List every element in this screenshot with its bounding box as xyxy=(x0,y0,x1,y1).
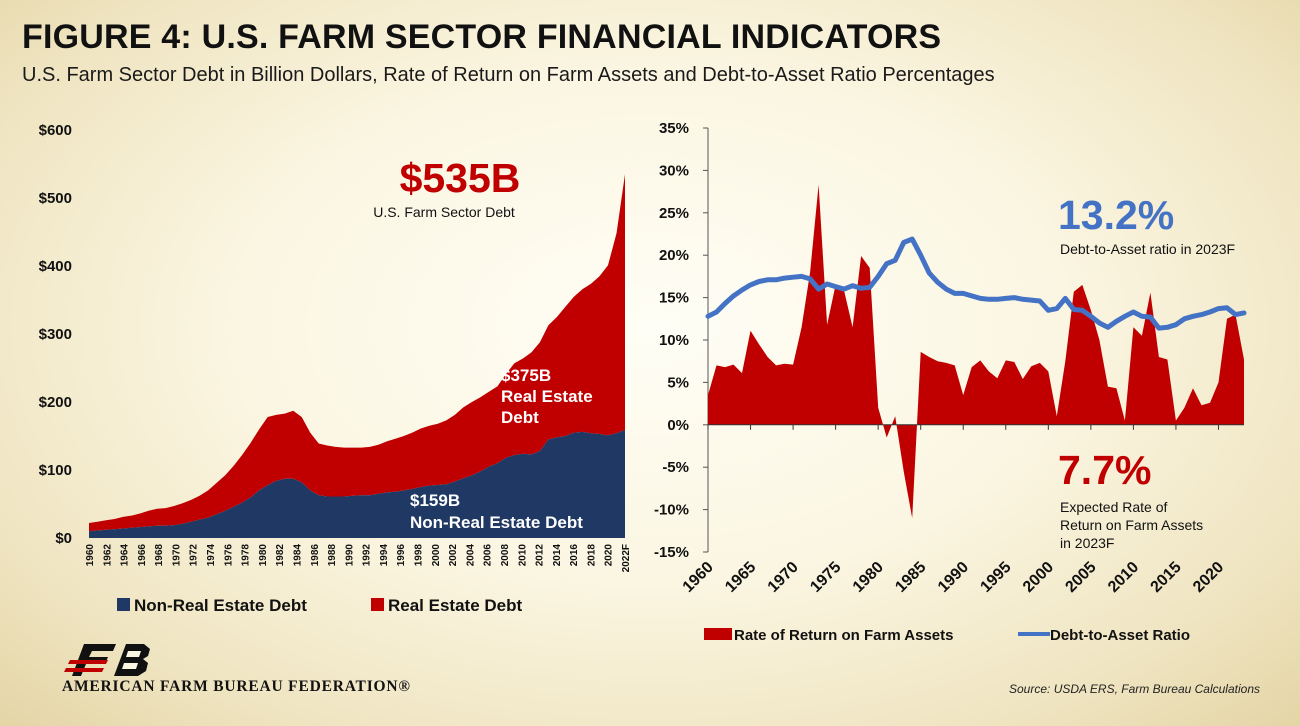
y-tick-label: 15% xyxy=(659,290,689,307)
return-rate-label-2: Return on Farm Assets xyxy=(1060,517,1203,533)
x-tick-label: 1978 xyxy=(241,544,252,567)
legend-label-rate-of-return: Rate of Return on Farm Assets xyxy=(734,627,954,644)
x-tick-label: 1964 xyxy=(120,544,131,567)
x-tick-label: 2010 xyxy=(1105,559,1142,596)
legend-label-non-real-estate: Non-Real Estate Debt xyxy=(134,596,307,615)
x-tick-label: 1968 xyxy=(154,544,165,567)
x-tick-label: 1960 xyxy=(85,544,96,567)
x-tick-label: 1995 xyxy=(977,559,1014,596)
x-tick-label: 2005 xyxy=(1062,559,1099,596)
y-tick-label: 10% xyxy=(659,332,689,349)
x-tick-label: 1994 xyxy=(379,544,390,567)
y-tick-label: 0% xyxy=(667,417,689,434)
real-estate-debt-label-1: Real Estate xyxy=(501,387,593,406)
total-debt-value: $535B xyxy=(400,155,521,201)
legend-label-debt-ratio: Debt-to-Asset Ratio xyxy=(1050,627,1190,644)
x-tick-label: 1985 xyxy=(892,559,929,596)
x-tick-label: 1984 xyxy=(292,544,303,567)
x-tick-label: 1975 xyxy=(807,559,844,596)
return-rate-label-3: in 2023F xyxy=(1060,535,1114,551)
x-tick-label: 2014 xyxy=(552,544,563,567)
x-tick-label: 2000 xyxy=(1020,559,1057,596)
non-real-estate-debt-area xyxy=(89,429,625,538)
x-tick-label: 2020 xyxy=(604,544,615,567)
x-tick-label: 2002 xyxy=(448,544,459,567)
y-tick-label: -15% xyxy=(654,544,689,561)
x-tick-label: 1980 xyxy=(850,559,887,596)
y-tick-label: 5% xyxy=(667,374,689,391)
return-rate-label-1: Expected Rate of xyxy=(1060,499,1168,515)
debt-ratio-value: 13.2% xyxy=(1058,192,1174,238)
y-tick-label: $500 xyxy=(39,190,72,207)
y-tick-label: 20% xyxy=(659,247,689,264)
x-tick-label: 1990 xyxy=(935,559,972,596)
x-tick-label: 1990 xyxy=(344,544,355,567)
x-tick-label: 2004 xyxy=(465,544,476,567)
debt-to-asset-line xyxy=(705,236,1247,331)
x-tick-label: 2020 xyxy=(1190,559,1227,596)
y-tick-label: 30% xyxy=(659,162,689,179)
x-tick-label: 2010 xyxy=(517,544,528,567)
x-tick-label: 1974 xyxy=(206,544,217,567)
y-tick-label: $400 xyxy=(39,258,72,275)
x-tick-label: 2016 xyxy=(569,544,580,567)
y-tick-label: -10% xyxy=(654,502,689,519)
x-tick-label: 1992 xyxy=(362,544,373,567)
farm-bureau-logo xyxy=(64,644,150,676)
x-tick-label: 2015 xyxy=(1148,559,1185,596)
x-tick-label: 1982 xyxy=(275,544,286,567)
y-tick-label: $600 xyxy=(39,122,72,139)
rate-of-return-area xyxy=(708,184,1244,519)
x-tick-label: 1976 xyxy=(223,544,234,567)
x-tick-label: 1988 xyxy=(327,544,338,567)
page-subtitle: U.S. Farm Sector Debt in Billion Dollars… xyxy=(22,64,995,86)
x-tick-label: 2008 xyxy=(500,544,511,567)
x-tick-label: 2018 xyxy=(586,544,597,567)
return-rate-value: 7.7% xyxy=(1058,447,1151,493)
y-tick-label: 35% xyxy=(659,120,689,137)
x-tick-label: 1972 xyxy=(189,544,200,567)
x-tick-label: 1965 xyxy=(722,559,759,596)
x-tick-label: 2022F xyxy=(621,544,632,572)
legend-swatch-rate-of-return xyxy=(704,628,732,640)
x-tick-label: 2000 xyxy=(431,544,442,567)
debt-ratio-label: Debt-to-Asset ratio in 2023F xyxy=(1060,241,1235,257)
y-tick-label: -5% xyxy=(662,459,689,476)
non-real-estate-debt-value: $159B xyxy=(410,491,460,510)
real-estate-debt-value: $375B xyxy=(501,366,551,385)
debt-area-chart: $600 $500 $400 $300 $200 $100 $0 1960 1962 1964 19… xyxy=(39,122,632,572)
x-tick-label: 1966 xyxy=(137,544,148,567)
x-tick-label: 1970 xyxy=(765,559,802,596)
real-estate-debt-label-2: Debt xyxy=(501,408,539,427)
y-tick-label: $0 xyxy=(55,530,72,547)
legend-swatch-real-estate xyxy=(371,598,384,611)
page-title: FIGURE 4: U.S. FARM SECTOR FINANCIAL IND… xyxy=(22,18,942,56)
total-debt-label: U.S. Farm Sector Debt xyxy=(373,204,515,220)
x-tick-label: 1980 xyxy=(258,544,269,567)
real-estate-debt-area xyxy=(89,174,625,532)
y-tick-label: $200 xyxy=(39,394,72,411)
x-tick-label: 1960 xyxy=(680,559,717,596)
x-tick-label: 1996 xyxy=(396,544,407,567)
x-tick-label: 2006 xyxy=(483,544,494,567)
x-tick-label: 1998 xyxy=(414,544,425,567)
legend-swatch-non-real-estate xyxy=(117,598,130,611)
x-tick-label: 1970 xyxy=(171,544,182,567)
y-tick-label: 25% xyxy=(659,205,689,222)
x-tick-label: 2012 xyxy=(535,544,546,567)
legend-label-real-estate: Real Estate Debt xyxy=(388,596,522,615)
organization-name: AMERICAN FARM BUREAU FEDERATION® xyxy=(62,678,411,695)
source-note: Source: USDA ERS, Farm Bureau Calculatio… xyxy=(1009,682,1260,696)
y-tick-label: $300 xyxy=(39,326,72,343)
y-tick-label: $100 xyxy=(39,462,72,479)
non-real-estate-debt-label: Non-Real Estate Debt xyxy=(410,513,583,532)
x-tick-label: 1986 xyxy=(310,544,321,567)
x-tick-label: 1962 xyxy=(102,544,113,567)
